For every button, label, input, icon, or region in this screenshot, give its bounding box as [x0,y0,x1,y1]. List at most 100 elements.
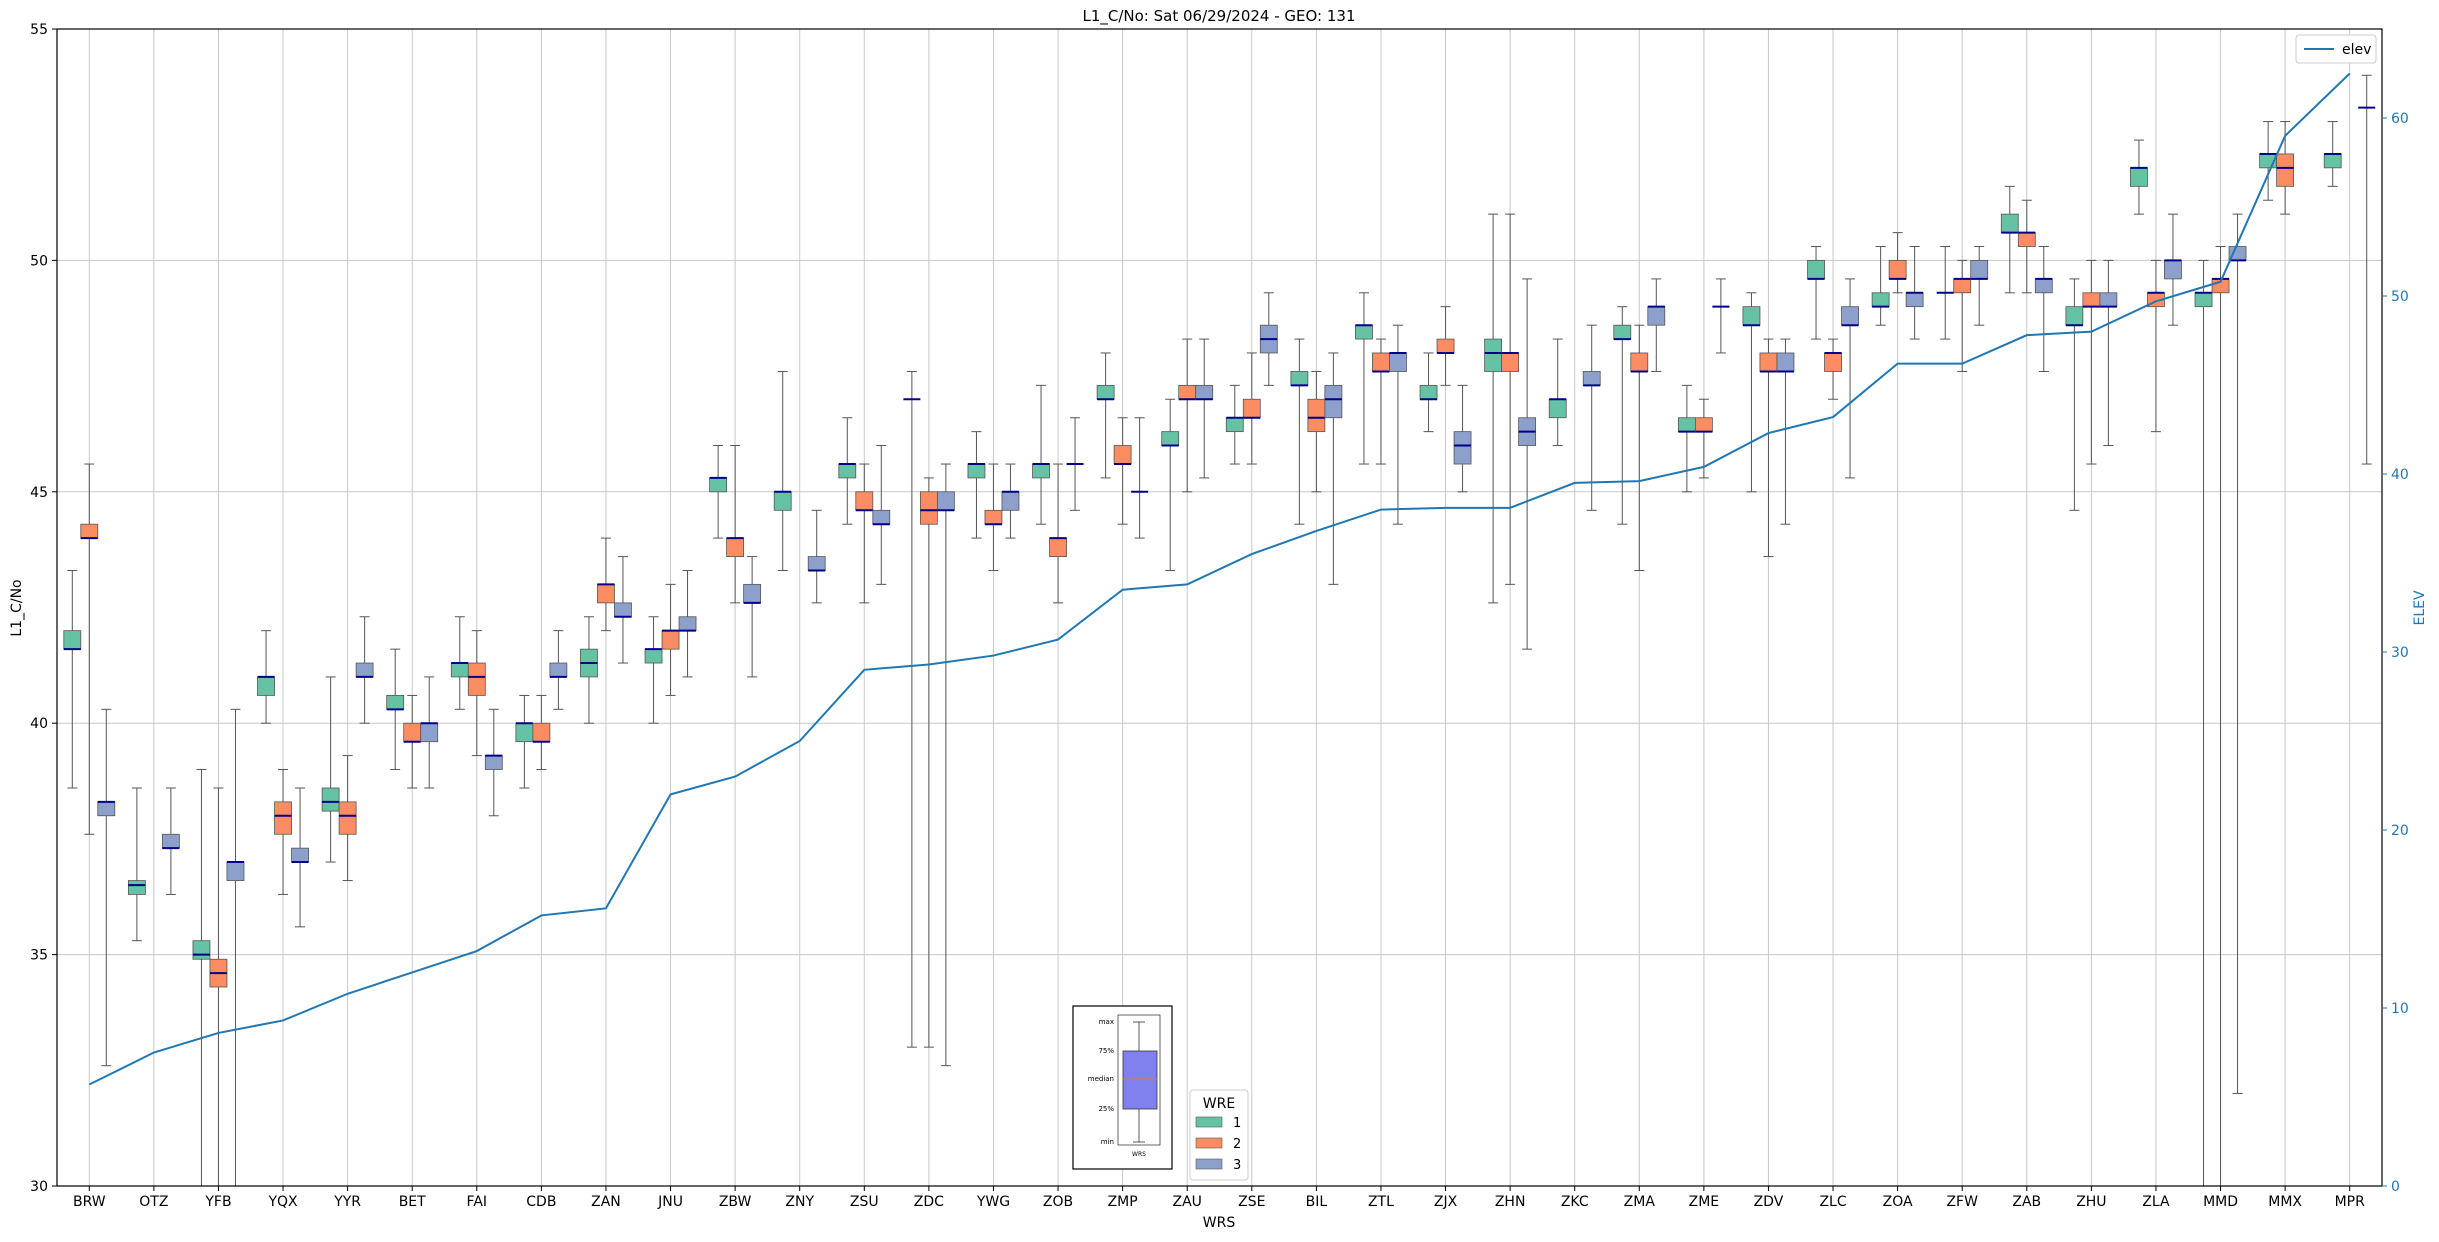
box-wre-1 [257,676,275,696]
box-wre-3 [936,491,955,511]
tick-layer: BRW OTZ YFB YQX YYR BET FAI CDB ZAN JNU ZBW ZNY ZSU Z… [30,22,2409,1210]
box-wre-1 [192,940,211,960]
box-wre-1 [1613,324,1632,340]
box-wre-2 [1242,398,1261,419]
inset-label-min: min [1101,1138,1114,1146]
x-tick-label: OTZ [139,1194,168,1210]
box-wre-2 [467,662,486,696]
y-tick-label: 45 [30,485,48,501]
box-wre-1 [63,630,82,650]
box-wre-3 [291,847,309,863]
box-wre-2 [1049,537,1067,557]
box-wre-2 [1888,259,1907,280]
y-tick-label: 55 [30,22,48,38]
box-wre-3 [807,556,826,571]
box-wre-2 [80,523,99,539]
box-wre-1 [709,477,728,493]
box-wre-2 [1372,352,1390,372]
y2-tick-label: 0 [2391,1179,2400,1195]
x-tick-label: ZDC [914,1194,944,1210]
x-tick-label: CDB [526,1194,556,1210]
x-tick-label: MPR [2335,1194,2366,1210]
box-wre-3 [2099,292,2118,308]
whisker-layer [67,74,2372,1186]
inset-label-q1: 25% [1098,1105,1114,1113]
y2-tick-label: 50 [2391,289,2409,305]
y2-tick-label: 30 [2391,645,2409,661]
box-wre-2 [726,537,745,557]
x-tick-label: MMX [2268,1194,2302,1210]
box-wre-3 [1841,306,1859,326]
y2-tick-label: 10 [2391,1001,2409,1017]
box-wre-1 [1871,292,1890,308]
y-tick-label: 50 [30,253,48,269]
x-tick-label: YWG [976,1194,1010,1210]
box-wre-1 [1677,417,1696,433]
box-wre-3 [226,861,245,881]
box-wre-3 [1647,306,1666,326]
box-wre-2 [2082,292,2101,308]
inset-xlabel: WRS [1132,1151,1146,1158]
box-wre-3 [1970,259,1989,280]
box-wre-2 [403,722,422,743]
x-tick-label: YFB [204,1194,231,1210]
y2-tick-label: 40 [2391,467,2409,483]
inset-box [1122,1050,1158,1110]
box-wre-1 [967,463,986,479]
x-tick-label: ZAN [591,1194,621,1210]
x-tick-label: BRW [73,1194,106,1210]
axes-layer [56,28,2383,1187]
y-tick-label: 40 [30,716,48,732]
wre-legend-label-3: 3 [1233,1158,1241,1173]
x-tick-label: ZJX [1434,1194,1458,1210]
elevation-line-layer [88,72,2351,1086]
box-wre-3 [1389,352,1407,372]
x-tick-label: ZOA [1883,1194,1913,1210]
box-wre-2 [661,630,680,650]
wre-legend-swatch-1 [1195,1116,1223,1128]
box-wre-3 [678,616,697,632]
x-tick-label: ZMA [1624,1194,1656,1210]
x-tick-label: BET [399,1194,426,1210]
box-wre-1 [773,491,792,511]
box-wre-1 [1742,306,1761,326]
box-wre-3 [1324,384,1343,419]
inset-label-q3: 75% [1098,1047,1114,1055]
box-wre-3 [614,602,632,618]
box-wre-2 [1501,352,1520,372]
box-wre-3 [549,662,568,678]
box-wre-1 [321,787,340,812]
x-tick-label: ZFW [1946,1194,1978,1210]
box-wre-3 [355,662,374,678]
box-key-inset: max 75% median 25% min WRS [1072,1005,1173,1170]
wre-legend: WRE 1 2 3 [1189,1089,1249,1181]
box-wre-1 [1032,463,1050,479]
box-wre-2 [1630,352,1649,372]
y2-axis-label: ELEV [2412,590,2428,625]
x-tick-label: ZAU [1172,1194,1201,1210]
x-tick-label: YYR [333,1194,361,1210]
box-wre-3 [1905,292,1924,308]
box-wre-1 [2323,153,2342,169]
y-tick-label: 35 [30,948,48,964]
box-wre-3 [2034,278,2053,294]
box-wre-2 [2276,153,2295,187]
box-wre-1 [1355,324,1373,340]
box-wre-2 [1436,338,1455,354]
elev-legend: elev [2295,34,2377,64]
box-wre-2 [1113,445,1132,465]
inset-label-median: median [1088,1075,1114,1083]
box-wre-1 [1419,384,1438,400]
box-wre-1 [515,722,534,743]
y2-tick-label: 60 [2391,111,2409,127]
wre-legend-label-2: 2 [1233,1137,1241,1152]
box-wre-1 [838,463,857,479]
box-wre-2 [597,583,615,604]
box-wre-3 [1582,371,1601,386]
x-tick-label: MMD [2203,1194,2238,1210]
box-wre-2 [2017,232,2036,247]
wre-legend-label-1: 1 [1233,1116,1241,1131]
box-wre-3 [1453,431,1472,465]
